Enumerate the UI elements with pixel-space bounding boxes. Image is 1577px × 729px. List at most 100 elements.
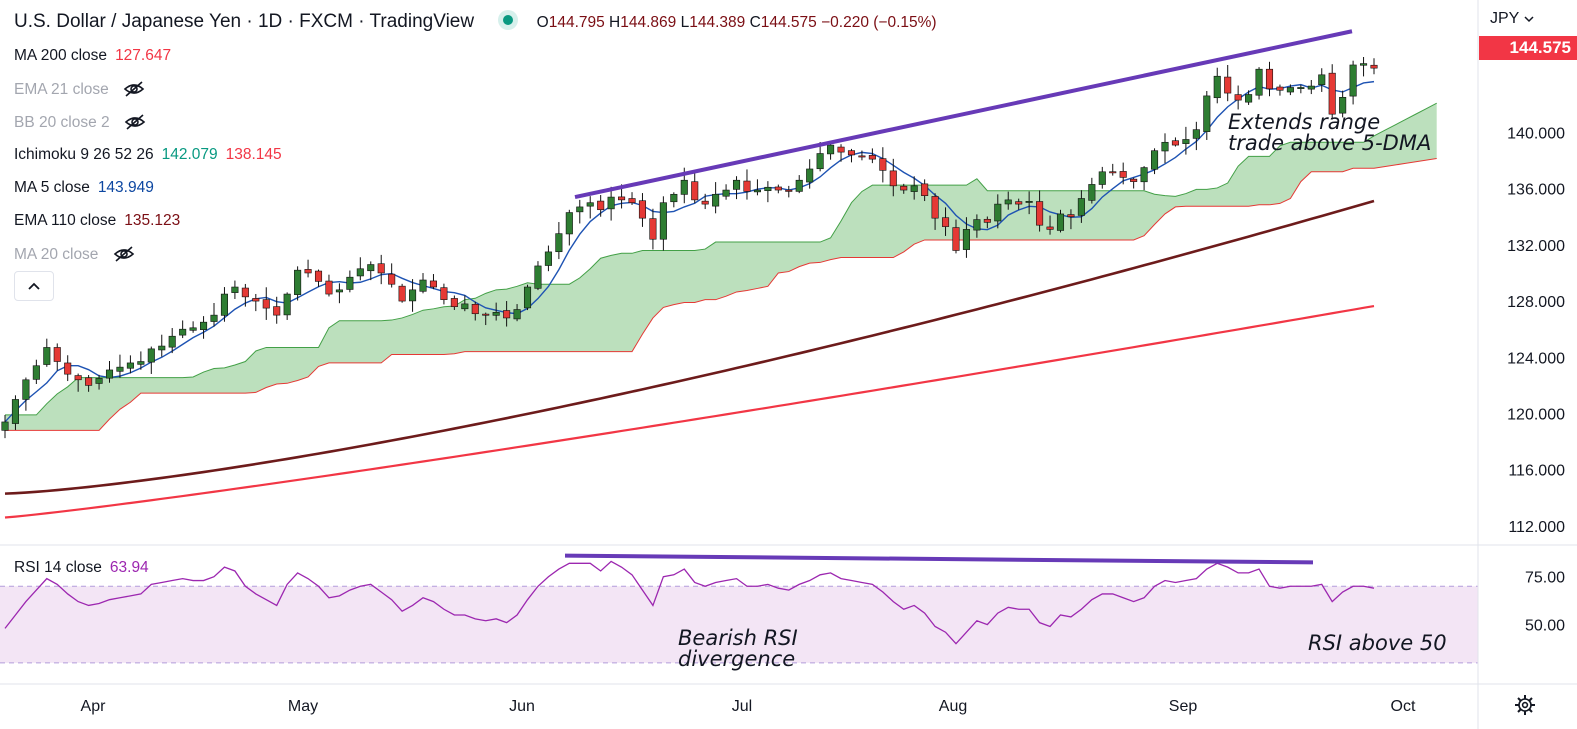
candle-up xyxy=(994,203,1002,222)
candle-down xyxy=(471,303,479,315)
ma200-line xyxy=(4,304,1375,519)
candle-down xyxy=(701,200,709,205)
candle-down xyxy=(314,270,323,282)
close-label: C xyxy=(749,14,761,31)
candle-up xyxy=(126,362,134,369)
candle-down xyxy=(1119,171,1127,178)
indicator-ma20[interactable]: MA 20 close xyxy=(14,245,135,264)
candle-up xyxy=(722,189,730,197)
candle-up xyxy=(586,202,594,207)
time-tick-label: Sep xyxy=(1169,698,1198,715)
ema110-line xyxy=(4,199,1375,495)
candle-up xyxy=(753,189,761,193)
rsi-level-annotation[interactable]: RSI above 50 xyxy=(1308,633,1447,654)
candle-up xyxy=(732,179,741,190)
candle-up xyxy=(1245,94,1253,103)
candle-up xyxy=(1182,139,1190,144)
low-label: L xyxy=(680,14,690,31)
candle-up xyxy=(1056,213,1065,231)
ichimoku-cloud-fill xyxy=(5,103,1437,431)
candle-up xyxy=(565,212,573,235)
open-value: 144.795 xyxy=(548,14,605,31)
collapse-legend-button[interactable] xyxy=(14,271,54,301)
candle-down xyxy=(325,280,333,295)
candle-up xyxy=(220,293,228,316)
candle-down xyxy=(398,285,406,302)
candle-up xyxy=(1140,167,1148,183)
indicator-ma200[interactable]: MA 200 close 127.647 xyxy=(14,47,171,65)
indicator-rsi[interactable]: RSI 14 close 63.94 xyxy=(14,559,149,577)
indicator-value: 135.123 xyxy=(124,212,181,229)
candle-up xyxy=(1,421,9,431)
candle-up xyxy=(1307,85,1315,90)
candlesticks[interactable] xyxy=(1,56,1378,439)
axis-ticks: 112.000 116.000 120.000 124.000 128.000 132.0… xyxy=(81,125,1566,715)
hidden-eye-icon[interactable] xyxy=(123,80,145,98)
candle-up xyxy=(1088,184,1096,201)
candle-up xyxy=(1360,63,1368,66)
candle-up xyxy=(1286,87,1294,93)
candle-up xyxy=(367,264,375,272)
indicator-label: EMA 110 close xyxy=(14,212,117,229)
price-annotation[interactable]: Extends range trade above 5-DMA xyxy=(1228,112,1431,154)
candle-down xyxy=(304,269,312,274)
candle-down xyxy=(774,186,782,191)
candle-up xyxy=(1318,74,1326,86)
candle-up xyxy=(461,303,469,310)
hidden-eye-icon[interactable] xyxy=(124,113,146,131)
rsi-band-fill xyxy=(0,586,1478,663)
hidden-eye-icon[interactable] xyxy=(113,245,135,263)
candle-down xyxy=(1234,94,1242,101)
candle-down xyxy=(785,189,793,192)
candle-up xyxy=(1192,129,1200,139)
candle-down xyxy=(691,181,699,201)
candle-up xyxy=(1349,64,1357,97)
indicator-label: RSI 14 close xyxy=(14,559,102,576)
settings-gear-icon[interactable] xyxy=(1514,694,1536,716)
candle-up xyxy=(168,335,176,348)
candle-down xyxy=(921,183,929,196)
ichimoku-cloud xyxy=(5,102,1437,431)
candle-down xyxy=(440,287,448,300)
candle-up xyxy=(200,321,208,330)
candle-up xyxy=(513,309,521,320)
candle-down xyxy=(847,150,856,156)
indicator-label: BB 20 close 2 xyxy=(14,114,110,131)
candle-down xyxy=(743,180,751,192)
rsi-divergence-annotation[interactable]: Bearish RSI divergence xyxy=(678,628,798,670)
close-value: 144.575 xyxy=(760,14,817,31)
indicator-ema21[interactable]: EMA 21 close xyxy=(14,80,145,99)
candle-up xyxy=(680,179,688,195)
candle-up xyxy=(105,369,114,379)
candle-up xyxy=(910,185,918,192)
candle-down xyxy=(837,146,845,153)
candle-down xyxy=(74,375,82,381)
trendlines[interactable] xyxy=(564,29,1353,565)
indicator-bb20[interactable]: BB 20 close 2 xyxy=(14,113,146,132)
price-tick-label: 128.000 xyxy=(1507,294,1565,311)
candle-up xyxy=(806,168,814,183)
ohlc-values: O144.795 H144.869 L144.389 C144.575 −0.2… xyxy=(537,14,937,31)
indicator-value: 143.949 xyxy=(97,179,154,196)
candle-up xyxy=(712,193,720,207)
currency-selector[interactable]: JPY xyxy=(1490,10,1534,28)
candle-up xyxy=(544,251,552,266)
symbol-title[interactable]: U.S. Dollar / Japanese Yen · 1D · FXCM ·… xyxy=(14,11,475,32)
price-tick-label: 140.000 xyxy=(1507,125,1565,142)
indicator-ema110[interactable]: EMA 110 close 135.123 xyxy=(14,212,180,230)
price-tick-label: 136.000 xyxy=(1507,182,1565,199)
rsi-tick-label: 50.00 xyxy=(1525,618,1565,635)
candle-up xyxy=(346,276,354,290)
change-value: −0.220 (−0.15%) xyxy=(821,14,937,31)
indicator-ma5[interactable]: MA 5 close 143.949 xyxy=(14,179,154,197)
candle-up xyxy=(137,361,145,365)
candle-down xyxy=(941,217,950,227)
candle-down xyxy=(85,377,93,386)
candle-down xyxy=(377,263,385,274)
candle-down xyxy=(879,158,887,171)
time-tick-label: Oct xyxy=(1391,698,1416,715)
indicator-ichimoku[interactable]: Ichimoku 9 26 52 26 142.079 138.145 xyxy=(14,146,282,164)
market-status-icon[interactable] xyxy=(503,15,514,25)
candle-down xyxy=(858,155,866,158)
